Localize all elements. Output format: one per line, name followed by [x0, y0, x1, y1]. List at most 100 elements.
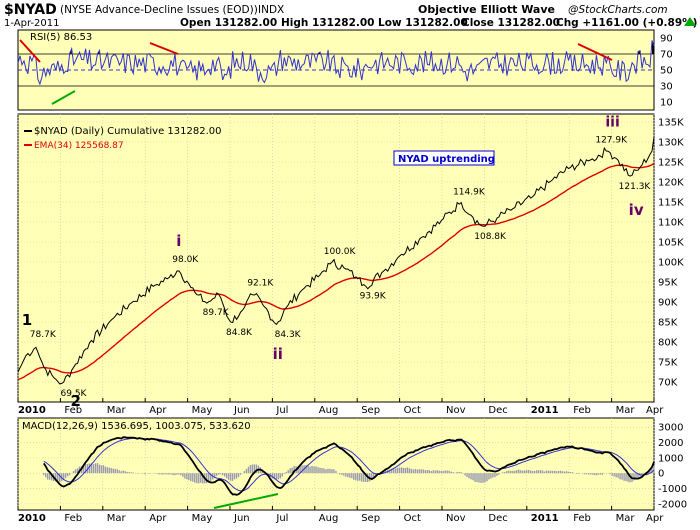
macd-histogram-bar [341, 473, 343, 475]
macd-histogram-bar [122, 470, 124, 474]
price-annotation: 98.0K [172, 255, 199, 265]
symbol-name: (NYSE Advance-Decline Issues (EOD)) [60, 4, 258, 16]
macd-histogram-bar [309, 466, 311, 474]
macd-histogram-bar [587, 473, 590, 475]
macd-histogram-bar [43, 473, 45, 476]
macd-ytick-label: 1000 [658, 453, 683, 464]
macd-histogram-bar [206, 473, 208, 484]
macd-ytick-label: -2000 [658, 499, 687, 510]
macd-histogram-bar [629, 473, 631, 483]
macd-histogram-bar [478, 473, 480, 483]
x-tick-label: May [192, 513, 213, 524]
macd-histogram-bar [450, 471, 452, 474]
macd-histogram-bar [444, 470, 446, 474]
macd-histogram-bar [359, 473, 361, 481]
open-label: Open 131282.00 [180, 17, 277, 29]
macd-histogram-bar [333, 469, 335, 474]
macd-histogram-bar [347, 473, 349, 478]
macd-histogram-bar [555, 471, 558, 474]
macd-histogram-bar [557, 470, 560, 474]
macd-histogram-bar [404, 468, 407, 474]
macd-histogram-bar [176, 473, 178, 475]
macd-histogram-bar [98, 464, 101, 474]
wave-label: 2 [71, 392, 81, 410]
macd-histogram-bar [456, 471, 458, 474]
macd-histogram-bar [100, 465, 103, 474]
macd-histogram-bar [281, 473, 283, 477]
macd-histogram-bar [186, 473, 188, 480]
price-ytick-label: 100K [658, 258, 684, 269]
macd-histogram-bar [382, 471, 385, 474]
rsi-ytick-label: 50 [660, 66, 673, 77]
macd-histogram-bar [653, 465, 655, 474]
price-annotation: 69.5K [61, 389, 88, 399]
macd-histogram-bar [394, 468, 397, 474]
macd-histogram-bar [345, 473, 347, 477]
macd-histogram-bar [547, 470, 550, 474]
macd-histogram-bar [88, 463, 91, 474]
macd-histogram-bar [96, 463, 99, 474]
macd-histogram-bar [484, 473, 486, 483]
symbol-title: $NYAD [4, 2, 57, 18]
macd-histogram-bar [307, 465, 309, 474]
rsi-overbought-fill [652, 40, 654, 54]
macd-histogram-bar [474, 473, 476, 482]
price-ytick-label: 95K [658, 278, 678, 289]
macd-histogram-bar [591, 473, 593, 475]
macd-histogram-bar [251, 464, 254, 474]
macd-histogram-bar [92, 464, 95, 474]
x-tick-label: Aug [319, 513, 339, 524]
macd-histogram-bar [313, 466, 315, 474]
macd-histogram-bar [54, 473, 57, 482]
macd-ytick-label: 2000 [658, 438, 683, 449]
macd-histogram-bar [516, 470, 518, 474]
macd-histogram-bar [553, 470, 556, 474]
macd-histogram-bar [460, 472, 462, 474]
macd-histogram-bar [472, 473, 474, 481]
macd-histogram-bar [492, 473, 494, 478]
macd-histogram-bar [82, 464, 85, 474]
macd-histogram-bar [225, 473, 228, 479]
wave-label: iv [629, 201, 644, 219]
macd-histogram-bar [335, 470, 337, 474]
price-ytick-label: 70K [658, 378, 678, 389]
macd-histogram-bar [208, 473, 210, 483]
rsi-ytick-label: 90 [660, 34, 673, 45]
macd-histogram-bar [595, 473, 597, 476]
x-tick-label: Feb [64, 513, 82, 524]
macd-histogram-bar [388, 469, 391, 474]
macd-histogram-bar [512, 470, 514, 474]
macd-histogram-bar [426, 470, 429, 474]
macd-histogram-bar [611, 473, 613, 476]
macd-histogram-bar [315, 466, 317, 474]
price-ytick-label: 105K [658, 238, 684, 249]
macd-histogram-bar [365, 473, 367, 482]
macd-histogram-bar [396, 467, 399, 474]
macd-histogram-bar [571, 472, 574, 474]
x-tick-label: Apr [646, 405, 664, 416]
price-ytick-label: 90K [658, 298, 678, 309]
macd-histogram-bar [410, 468, 413, 474]
macd-histogram-bar [243, 471, 246, 474]
macd-histogram-bar [408, 468, 411, 474]
macd-histogram-bar [510, 470, 512, 474]
macd-histogram-bar [434, 470, 436, 474]
macd-histogram-bar [84, 464, 87, 474]
x-tick-label: 2010 [18, 513, 46, 524]
macd-histogram-bar [470, 473, 472, 480]
price-legend-text: $NYAD (Daily) Cumulative 131282.00 [34, 126, 222, 137]
macd-histogram-bar [56, 473, 59, 482]
macd-histogram-bar [480, 473, 482, 483]
macd-histogram-bar [108, 467, 111, 474]
macd-histogram-bar [498, 473, 500, 475]
macd-trend-green [213, 493, 279, 509]
macd-histogram-bar [305, 465, 307, 474]
macd-histogram-bar [219, 473, 222, 475]
macd-histogram-bar [158, 473, 160, 475]
price-annotation: 100.0K [324, 247, 357, 257]
price-ytick-label: 135K [658, 118, 684, 129]
macd-histogram-bar [418, 469, 421, 474]
macd-histogram-bar [448, 470, 450, 474]
macd-histogram-bar [194, 473, 196, 483]
macd-histogram-bar [114, 469, 116, 474]
